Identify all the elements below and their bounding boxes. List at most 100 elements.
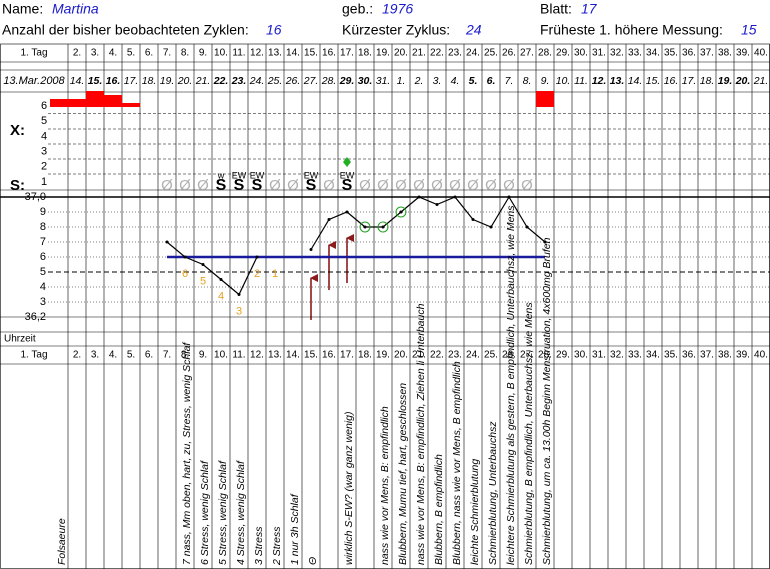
- day-label: 2.: [73, 350, 81, 361]
- day-label: 31.: [592, 48, 606, 59]
- date-label: 31.: [376, 75, 391, 87]
- shortest-value: 24: [465, 22, 482, 38]
- mucus-note: w: [217, 170, 225, 180]
- mucus-symbol: Ø: [431, 177, 443, 194]
- day-label: 1. Tag: [20, 350, 47, 361]
- day-label: 20.: [394, 48, 408, 59]
- date-label: 24.: [249, 75, 265, 87]
- date-label: 20.: [177, 75, 193, 87]
- day-label: 12.: [250, 48, 264, 59]
- temperature-point: [471, 218, 475, 221]
- day-label: 38.: [718, 48, 732, 59]
- date-label: 10.: [556, 75, 571, 87]
- day-label: 31.: [592, 350, 606, 361]
- temperature-point: [255, 255, 259, 259]
- circled-point: [377, 221, 389, 233]
- day-label: 22.: [430, 350, 444, 361]
- note: wirklich S-EW? (war ganz wenig): [343, 412, 355, 565]
- day-label: 9.: [199, 350, 207, 361]
- day-label: 18.: [358, 350, 372, 361]
- date-label: 30.: [358, 75, 373, 87]
- day-label: 7.: [163, 350, 171, 361]
- date-label: 14.: [628, 75, 643, 87]
- day-label: 26.: [502, 350, 516, 361]
- day-label: 17.: [340, 48, 354, 59]
- day-label: 15.: [304, 48, 318, 59]
- day-label: 36.: [682, 48, 696, 59]
- day-label: 20.: [394, 350, 408, 361]
- date-label: 12.: [592, 75, 607, 87]
- temperature-point: [309, 248, 313, 251]
- day-label: 37.: [700, 350, 714, 361]
- scale-label: 3: [41, 146, 47, 158]
- mucus-note: EW: [250, 170, 265, 180]
- date-label: 19.: [718, 75, 733, 87]
- mucus-symbol: S: [342, 177, 353, 194]
- day-label: 24.: [466, 350, 480, 361]
- bleeding-mark: [50, 99, 68, 107]
- mucus-symbol: S: [252, 177, 263, 194]
- date-label: 27.: [303, 75, 319, 87]
- temperature-point: [183, 255, 187, 259]
- cycles-label: Anzahl der bisher beobachteten Zyklen:: [2, 22, 249, 38]
- day-label: 17.: [340, 350, 354, 361]
- mucus-note: EW: [232, 170, 247, 180]
- day-label: 40.: [754, 350, 768, 361]
- day-label: 6.: [145, 48, 153, 59]
- date-label: 18.: [700, 75, 715, 87]
- day-label: 35.: [664, 48, 678, 59]
- date-label: 5.: [469, 75, 478, 87]
- note: Schmierblutung, B empfindlich, Unterbauc…: [523, 302, 535, 565]
- day-label: 8.: [181, 48, 189, 59]
- note: nass wie vor Mens, B: empfindlich, Ziehe…: [415, 303, 427, 565]
- date-label: 18.: [142, 75, 157, 87]
- day-label: 37.: [700, 48, 714, 59]
- temperature-point: [219, 278, 223, 281]
- note: nass wie vor Mens, B: empfindlich: [379, 406, 391, 565]
- mucus-symbol: S: [216, 177, 227, 194]
- day-label: 14.: [286, 350, 300, 361]
- temperature-point: [165, 240, 169, 244]
- date-label: 16.: [106, 75, 121, 87]
- day-label: 33.: [628, 350, 642, 361]
- bleeding-mark: [68, 99, 86, 107]
- day-label: 28.: [538, 48, 552, 59]
- name-value: Martina: [52, 1, 99, 17]
- temperature-line: [166, 195, 546, 296]
- day-label: 11.: [232, 48, 245, 59]
- date-label: 28.: [321, 75, 337, 87]
- day-label: 19.: [376, 350, 390, 361]
- count-label: 5: [200, 275, 206, 287]
- day-label: 6.: [145, 350, 153, 361]
- circled-point: [359, 221, 371, 233]
- temp-tick-label: 8: [40, 221, 46, 233]
- day-label: 5.: [127, 350, 135, 361]
- mucus-symbol: Ø: [449, 177, 461, 194]
- date-label: 9.: [541, 75, 550, 87]
- date-label: 2.: [414, 75, 424, 87]
- temp-tick-label: 3: [40, 296, 46, 308]
- mucus-symbol: Ø: [485, 177, 497, 194]
- day-label: 34.: [646, 350, 660, 361]
- temperature-point: [345, 210, 349, 214]
- mucus-symbol: Ø: [467, 177, 479, 194]
- day-label: 39.: [736, 48, 750, 59]
- day-label: 16.: [322, 48, 336, 59]
- name-label: Name:: [2, 1, 43, 17]
- note: Blubbern, nass wie vor Mens, B empfindli…: [451, 361, 463, 565]
- note: leichte Schmierblutung: [469, 459, 481, 565]
- date-label: 13.: [610, 75, 625, 87]
- day-label: 9.: [199, 48, 207, 59]
- day-label: 24.: [466, 48, 480, 59]
- scale-label: 2: [41, 161, 47, 173]
- born-label: geb.:: [342, 1, 373, 17]
- day-label: 28.: [538, 350, 552, 361]
- s-row-label: S:: [10, 177, 25, 194]
- day-label: 23.: [448, 48, 462, 59]
- temperature-point: [453, 195, 457, 199]
- mucus-symbol: Ø: [197, 177, 209, 194]
- temperature-point: [237, 293, 241, 296]
- mucus-symbol: Ø: [161, 177, 173, 194]
- day-label: 13.: [268, 350, 282, 361]
- day-label: 30.: [574, 350, 588, 361]
